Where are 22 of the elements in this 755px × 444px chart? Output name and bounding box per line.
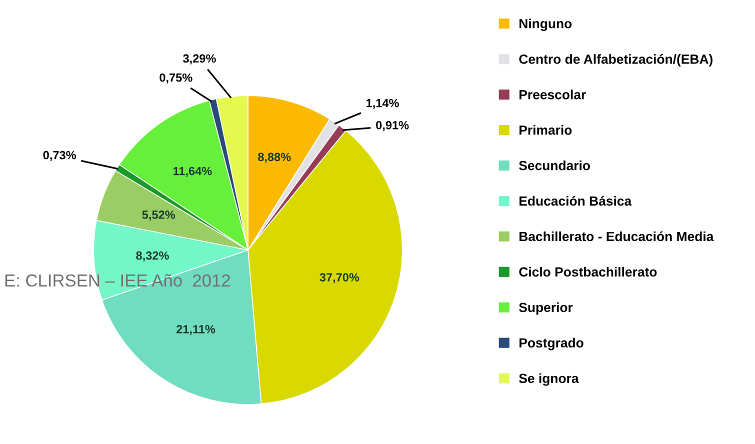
- legend-label: Se ignora: [519, 373, 579, 386]
- legend-label: Preescolar: [520, 90, 586, 100]
- legend-label: Ninguno: [520, 18, 572, 31]
- data-label: 37,70%: [320, 273, 360, 284]
- legend-label: Superior: [519, 302, 573, 315]
- data-label: 21,11%: [176, 325, 216, 336]
- data-label: 0,73%: [43, 150, 76, 161]
- legend-label: Centro de Alfabetización/(EBA): [519, 54, 712, 66]
- data-label: 0,91%: [376, 121, 409, 132]
- data-label: 0,75%: [160, 73, 192, 84]
- data-label: 3,29%: [183, 54, 216, 64]
- data-label: 1,14%: [366, 98, 399, 109]
- legend-label: Bachillerato - Educación Media: [520, 231, 714, 242]
- data-label: 11,64%: [173, 166, 212, 177]
- legend-label: Educación Básica: [520, 196, 632, 206]
- legend-label: Secundario: [519, 160, 590, 170]
- data-label: 5,52%: [142, 210, 176, 221]
- data-label: 8,32%: [136, 251, 169, 262]
- legend-label: Ciclo Postbachillerato: [519, 266, 657, 277]
- legend-label: Postgrado: [520, 338, 584, 350]
- legend-label: Primario: [520, 125, 572, 135]
- data-label: 8,88%: [258, 152, 291, 163]
